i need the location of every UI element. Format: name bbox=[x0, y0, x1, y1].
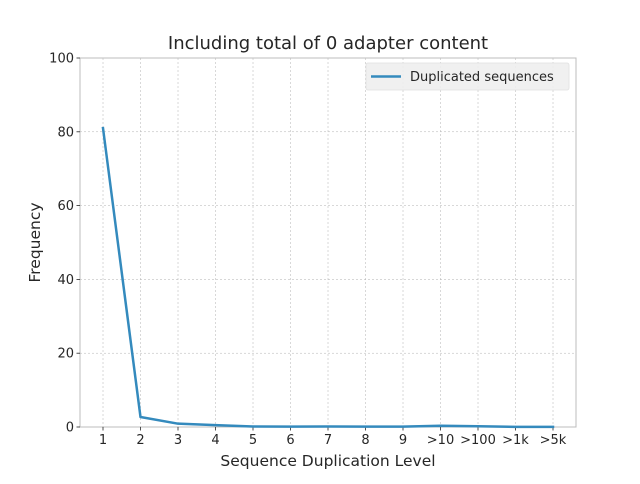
x-tick-label: >1k bbox=[502, 433, 529, 448]
x-tick-label: >100 bbox=[460, 433, 496, 448]
y-tick-label: 0 bbox=[66, 421, 74, 436]
data-point bbox=[439, 425, 441, 427]
y-tick-label: 80 bbox=[57, 125, 74, 140]
legend-label: Duplicated sequences bbox=[410, 70, 554, 85]
data-point bbox=[252, 425, 254, 427]
data-point bbox=[364, 425, 366, 427]
x-tick-label: 3 bbox=[174, 433, 182, 448]
series-line-0 bbox=[101, 126, 555, 429]
x-tick-label: 9 bbox=[399, 433, 407, 448]
data-point bbox=[102, 127, 104, 129]
x-tick-label: 4 bbox=[211, 433, 219, 448]
data-point bbox=[402, 425, 404, 427]
y-axis-label: Frequency bbox=[26, 202, 44, 282]
chart-title: Including total of 0 adapter content bbox=[168, 33, 488, 54]
series-layer bbox=[101, 126, 555, 429]
x-axis: 1 2 3 4 5 6 7 8 9 >10 >100 >1k >5k bbox=[99, 427, 567, 448]
y-tick-label: 20 bbox=[57, 347, 74, 362]
x-tick-label: >5k bbox=[540, 433, 567, 448]
data-point bbox=[289, 425, 291, 427]
y-tick-label: 60 bbox=[57, 199, 74, 214]
y-tick-label: 40 bbox=[57, 273, 74, 288]
data-point bbox=[177, 422, 179, 424]
data-point bbox=[514, 426, 516, 428]
data-point bbox=[552, 426, 554, 428]
legend: Duplicated sequences bbox=[365, 62, 570, 91]
data-point bbox=[327, 425, 329, 427]
legend-box bbox=[365, 62, 570, 91]
y-tick-label: 100 bbox=[49, 52, 74, 67]
x-tick-label: 2 bbox=[136, 433, 144, 448]
x-tick-label: >10 bbox=[427, 433, 454, 448]
data-point bbox=[139, 416, 141, 418]
data-point bbox=[477, 425, 479, 427]
x-axis-label: Sequence Duplication Level bbox=[220, 452, 435, 470]
x-tick-label: 8 bbox=[361, 433, 369, 448]
x-tick-label: 6 bbox=[286, 433, 294, 448]
x-tick-label: 7 bbox=[324, 433, 332, 448]
data-point bbox=[214, 424, 216, 426]
x-tick-label: 5 bbox=[249, 433, 257, 448]
y-axis: 0 20 40 60 80 100 bbox=[49, 52, 80, 436]
x-tick-label: 1 bbox=[99, 433, 107, 448]
